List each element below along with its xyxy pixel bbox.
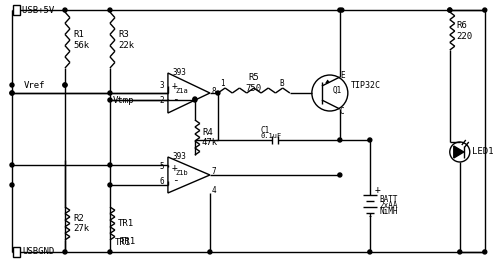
Text: R1
56k: R1 56k	[73, 30, 89, 50]
Circle shape	[63, 8, 67, 12]
Text: USB+5V: USB+5V	[22, 6, 60, 14]
Text: TIP32C: TIP32C	[351, 80, 381, 89]
Text: 7: 7	[212, 168, 217, 176]
Text: Z1a: Z1a	[176, 88, 189, 94]
Text: 393: 393	[173, 152, 187, 161]
Text: BATT: BATT	[380, 195, 398, 204]
Text: 3: 3	[159, 80, 164, 89]
Circle shape	[10, 163, 14, 167]
Text: Vtmp: Vtmp	[113, 95, 134, 104]
Text: -: -	[172, 94, 179, 104]
Text: 2: 2	[159, 95, 164, 104]
Text: 0.1uF: 0.1uF	[261, 133, 282, 139]
Circle shape	[108, 8, 112, 12]
Text: R5
750: R5 750	[246, 73, 262, 93]
FancyBboxPatch shape	[13, 247, 20, 257]
Text: LED1: LED1	[472, 148, 494, 156]
Circle shape	[108, 91, 112, 95]
Text: 1: 1	[220, 79, 225, 88]
Text: R6
220: R6 220	[457, 21, 473, 41]
Circle shape	[338, 8, 342, 12]
Circle shape	[448, 8, 452, 12]
Circle shape	[10, 91, 14, 95]
Text: TR1: TR1	[118, 219, 134, 228]
Circle shape	[63, 250, 67, 254]
Circle shape	[338, 138, 342, 142]
Circle shape	[216, 91, 220, 95]
Circle shape	[10, 183, 14, 187]
Circle shape	[208, 250, 212, 254]
Text: B: B	[279, 79, 284, 88]
Text: Q1: Q1	[333, 85, 342, 94]
Circle shape	[483, 8, 487, 12]
Circle shape	[108, 163, 112, 167]
Circle shape	[108, 98, 112, 102]
Text: 393: 393	[173, 68, 187, 77]
Text: C: C	[340, 107, 345, 115]
Circle shape	[368, 138, 372, 142]
Circle shape	[193, 98, 197, 102]
Text: R4
47k: R4 47k	[202, 128, 218, 147]
Text: NiMH: NiMH	[380, 208, 398, 216]
Text: TR1: TR1	[115, 239, 131, 247]
Circle shape	[10, 83, 14, 87]
Circle shape	[63, 83, 67, 87]
Text: R3
22k: R3 22k	[118, 30, 134, 50]
Circle shape	[458, 250, 462, 254]
Circle shape	[108, 250, 112, 254]
Circle shape	[448, 8, 452, 12]
Text: USBGND: USBGND	[22, 247, 54, 256]
Text: Vref: Vref	[24, 80, 45, 89]
Text: C1: C1	[261, 125, 270, 134]
Text: 4: 4	[212, 186, 217, 195]
Circle shape	[108, 183, 112, 187]
Circle shape	[483, 250, 487, 254]
Text: -: -	[172, 175, 179, 185]
Circle shape	[368, 250, 372, 254]
Text: +: +	[375, 185, 380, 195]
Circle shape	[63, 83, 67, 87]
Text: 5: 5	[159, 163, 164, 171]
Text: +: +	[172, 163, 178, 173]
Text: 6: 6	[159, 178, 164, 186]
FancyBboxPatch shape	[13, 5, 20, 15]
Circle shape	[193, 97, 197, 101]
Text: +: +	[172, 81, 178, 91]
Text: Z1b: Z1b	[176, 170, 189, 176]
Circle shape	[10, 91, 14, 95]
Text: 8: 8	[212, 87, 217, 95]
Text: E: E	[340, 70, 345, 79]
Circle shape	[340, 8, 344, 12]
Polygon shape	[454, 146, 464, 158]
Text: TR1: TR1	[120, 237, 136, 246]
Text: 2xAA: 2xAA	[380, 201, 398, 210]
Text: R2
27k: R2 27k	[73, 214, 89, 233]
Text: -: -	[368, 213, 373, 221]
Circle shape	[338, 173, 342, 177]
